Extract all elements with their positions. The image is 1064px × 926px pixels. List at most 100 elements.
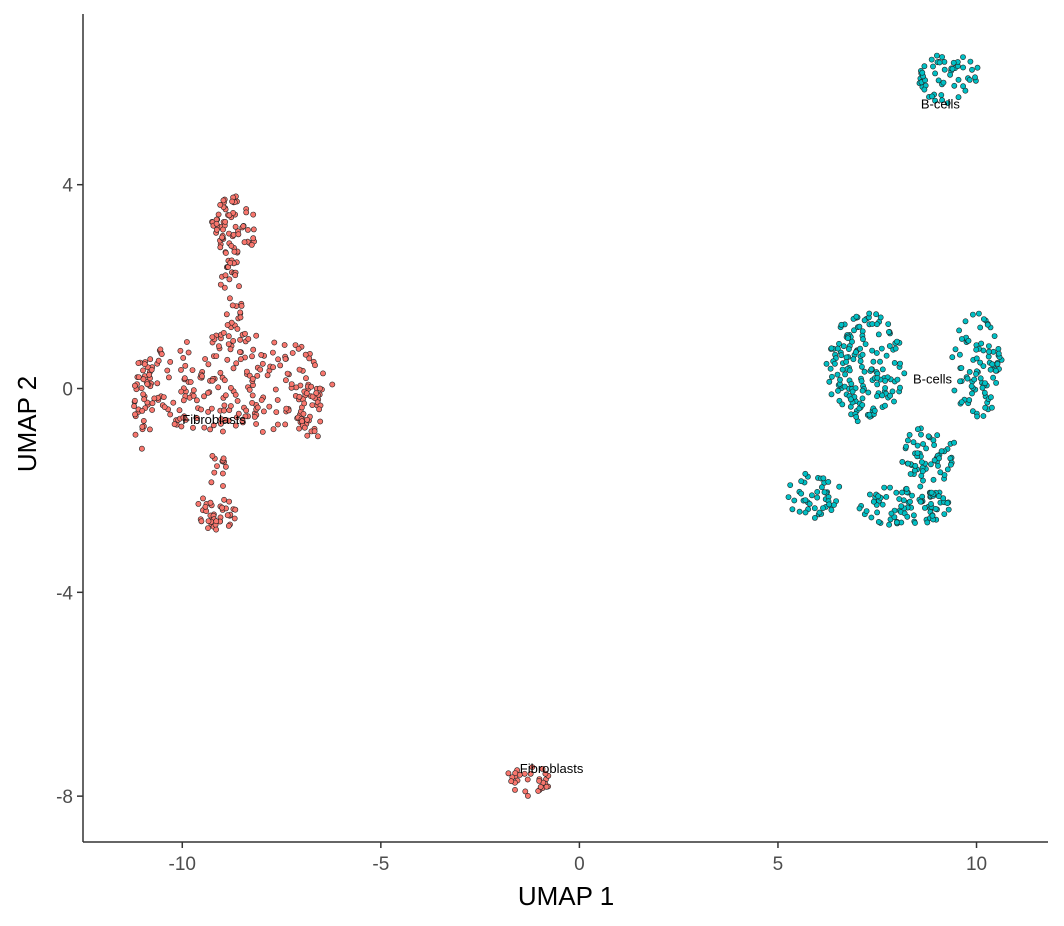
point-b-cells [915,426,921,433]
point-b-cells [894,338,900,345]
point-fibroblasts [207,426,213,433]
point-b-cells [853,413,860,420]
point-b-cells [839,366,846,373]
point-fibroblasts [180,397,187,404]
point-fibroblasts [300,410,307,417]
point-fibroblasts [178,366,184,373]
point-fibroblasts [222,392,229,399]
point-b-cells [853,313,860,320]
point-b-cells [891,398,897,405]
point-fibroblasts [259,428,266,435]
point-b-cells [823,360,830,367]
point-b-cells [789,506,796,513]
point-b-cells [858,378,865,384]
point-b-cells [901,370,908,377]
point-b-cells [903,443,909,450]
point-b-cells [868,514,875,521]
point-b-cells [857,358,864,365]
point-b-cells [956,327,962,334]
point-b-cells [877,314,884,321]
point-b-cells [993,379,999,386]
point-fibroblasts [293,384,300,391]
point-b-cells [874,374,881,381]
y-tick-label: -4 [56,583,73,604]
point-fibroblasts [195,500,202,507]
point-fibroblasts [213,226,220,233]
point-b-cells [987,366,994,373]
point-fibroblasts [224,356,231,363]
point-b-cells [785,494,792,500]
point-fibroblasts [202,356,208,362]
point-b-cells [871,407,878,414]
point-b-cells [881,484,888,491]
point-fibroblasts [254,404,261,411]
point-fibroblasts [274,397,281,403]
point-fibroblasts [189,367,196,373]
point-fibroblasts [304,432,311,439]
point-fibroblasts [209,377,216,384]
point-b-cells [951,387,958,394]
point-fibroblasts [132,411,138,418]
point-b-cells [865,389,872,396]
point-b-cells [879,366,886,373]
point-b-cells [849,338,855,345]
point-b-cells [894,376,901,383]
point-b-cells [930,63,936,70]
point-b-cells [984,321,991,328]
point-b-cells [869,347,875,354]
point-fibroblasts [138,385,145,392]
point-fibroblasts [210,422,217,429]
point-fibroblasts [512,770,519,776]
point-b-cells [914,442,921,449]
point-b-cells [887,392,893,399]
point-b-cells [875,493,882,500]
point-fibroblasts [226,212,233,219]
point-b-cells [814,494,821,501]
point-fibroblasts [131,397,138,404]
point-fibroblasts [140,417,147,424]
point-fibroblasts [301,400,308,407]
point-b-cells [874,381,881,388]
point-b-cells [887,484,893,491]
point-fibroblasts [209,334,216,340]
point-fibroblasts [232,422,239,429]
point-b-cells [957,351,963,358]
point-b-cells [859,363,865,370]
point-fibroblasts [205,389,211,396]
point-fibroblasts [147,356,154,363]
point-fibroblasts [205,525,211,531]
point-fibroblasts [320,370,326,377]
point-b-cells [928,500,934,507]
point-b-cells [930,476,937,483]
point-fibroblasts [282,421,289,428]
point-fibroblasts [243,407,250,414]
point-fibroblasts [215,384,222,391]
point-fibroblasts [235,410,242,417]
point-fibroblasts [275,356,281,363]
point-b-cells [845,335,851,342]
point-b-cells [936,59,943,66]
point-b-cells [949,354,956,361]
point-fibroblasts [141,361,148,368]
point-fibroblasts [217,281,224,288]
point-fibroblasts [170,399,177,406]
point-b-cells [970,311,976,318]
point-b-cells [992,367,999,374]
y-tick-label: -8 [56,787,73,808]
point-b-cells [972,74,978,81]
point-fibroblasts [229,198,235,205]
point-fibroblasts [190,392,197,399]
point-fibroblasts [245,335,252,342]
point-fibroblasts [512,787,518,793]
point-fibroblasts [249,392,256,399]
point-b-cells [832,360,838,367]
point-b-cells [995,350,1002,357]
point-b-cells [907,471,914,477]
point-fibroblasts [537,784,544,790]
point-b-cells [796,508,803,515]
point-fibroblasts [190,424,196,431]
point-fibroblasts [181,375,188,382]
point-fibroblasts [207,499,214,506]
point-b-cells [909,492,915,499]
point-b-cells [977,359,983,366]
